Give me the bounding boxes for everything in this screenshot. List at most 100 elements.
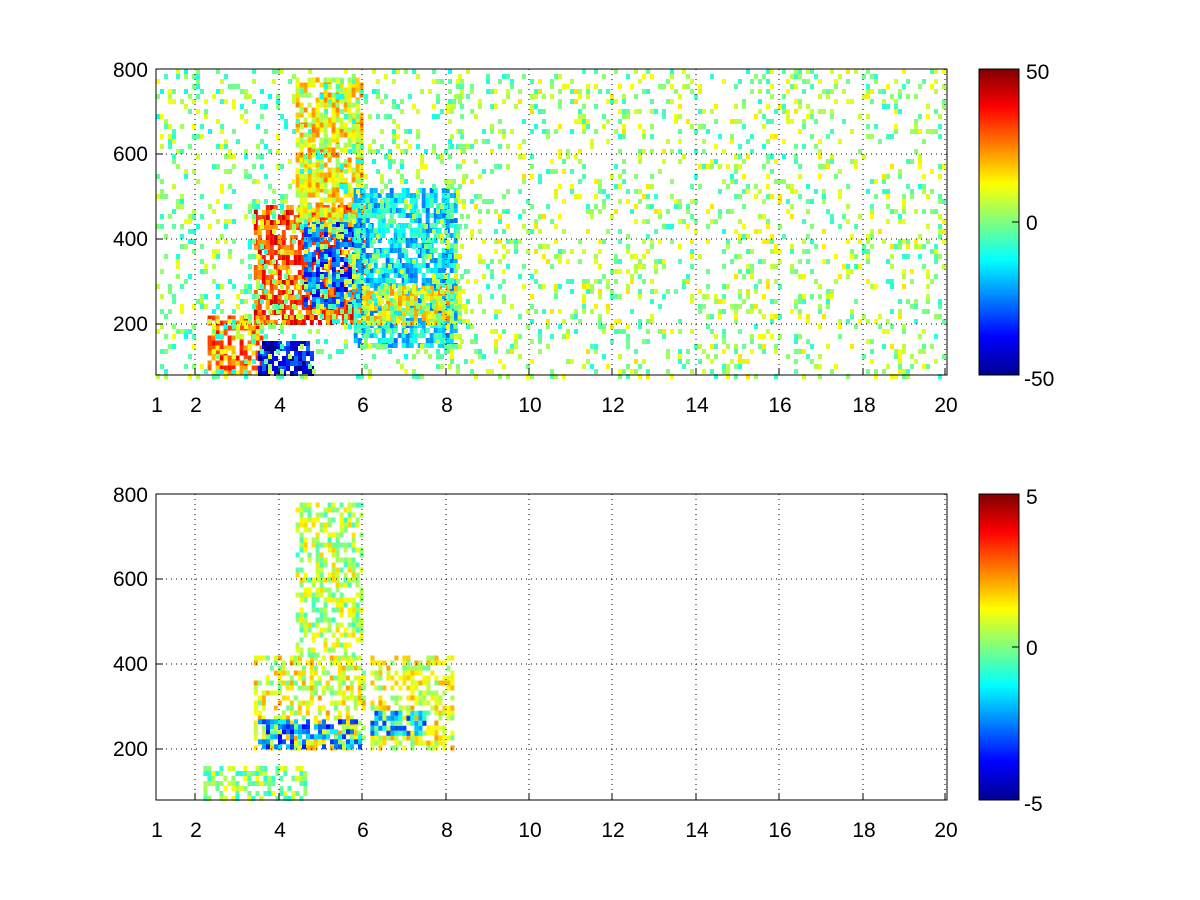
heatmap-cell xyxy=(594,129,598,134)
heatmap-cell xyxy=(227,370,232,376)
heatmap-cell xyxy=(293,710,298,716)
heatmap-cell xyxy=(253,310,258,315)
heatmap-cell xyxy=(858,239,862,244)
heatmap-cell xyxy=(317,660,322,666)
heatmap-cell xyxy=(323,257,328,262)
heatmap-cell xyxy=(188,354,192,359)
heatmap-cell xyxy=(377,223,382,228)
heatmap-cell xyxy=(299,192,304,198)
heatmap-cell xyxy=(570,359,574,364)
heatmap-cell xyxy=(297,320,302,325)
heatmap-cell xyxy=(490,129,494,134)
heatmap-cell xyxy=(462,149,466,154)
heatmap-cell xyxy=(574,99,578,104)
heatmap-cell xyxy=(678,204,682,209)
heatmap-cell xyxy=(362,295,366,301)
heatmap-cell xyxy=(930,129,934,134)
heatmap-cell xyxy=(666,209,670,214)
heatmap-cell xyxy=(272,259,276,264)
heatmap-cell xyxy=(168,134,172,139)
heatmap-cell xyxy=(594,259,598,264)
heatmap-cell xyxy=(353,198,358,203)
heatmap-cell xyxy=(456,79,460,84)
heatmap-cell xyxy=(566,334,570,339)
heatmap-cell xyxy=(393,193,398,198)
heatmap-cell xyxy=(402,310,406,316)
heatmap-cell xyxy=(394,290,398,296)
heatmap-cell xyxy=(433,208,438,213)
heatmap-cell xyxy=(304,219,308,224)
heatmap-cell xyxy=(396,144,400,149)
heatmap-cell xyxy=(273,205,278,210)
heatmap-cell xyxy=(412,104,416,109)
heatmap-cell xyxy=(910,304,914,309)
heatmap-cell xyxy=(253,680,258,686)
heatmap-cell xyxy=(324,119,328,124)
heatmap-cell xyxy=(341,315,346,320)
heatmap-cell xyxy=(192,249,196,254)
heatmap-cell xyxy=(311,297,316,302)
heatmap-cell xyxy=(340,79,344,84)
heatmap-cell xyxy=(898,314,902,319)
heatmap-cell xyxy=(327,142,332,148)
heatmap-cell xyxy=(285,285,290,290)
heatmap-cell xyxy=(510,239,514,244)
heatmap-cell xyxy=(456,194,460,199)
heatmap-cell xyxy=(646,219,650,224)
heatmap-cell xyxy=(453,328,458,333)
heatmap-cell xyxy=(430,310,434,316)
heatmap-cell xyxy=(898,89,902,94)
heatmap-cell xyxy=(272,199,276,204)
heatmap-cell xyxy=(335,257,340,262)
heatmap-cell xyxy=(350,729,354,735)
heatmap-cell xyxy=(682,154,686,159)
heatmap-cell xyxy=(690,199,694,204)
heatmap-cell xyxy=(822,189,826,194)
heatmap-cell xyxy=(216,304,220,309)
heatmap-cell xyxy=(404,149,408,154)
heatmap-cell xyxy=(534,279,538,284)
heatmap-cell xyxy=(180,124,184,129)
heatmap-cell xyxy=(278,719,282,725)
heatmap-cell xyxy=(790,249,794,254)
heatmap-cell xyxy=(766,219,770,224)
heatmap-cell xyxy=(347,137,352,143)
heatmap-cell xyxy=(281,665,286,671)
heatmap-cell xyxy=(538,174,542,179)
heatmap-cell xyxy=(458,300,462,306)
heatmap-cell xyxy=(357,680,362,686)
heatmap-cell xyxy=(228,204,232,209)
heatmap-cell xyxy=(490,269,494,274)
heatmap-cell xyxy=(351,127,356,133)
heatmap-cell xyxy=(319,257,324,262)
heatmap-cell xyxy=(293,285,298,290)
heatmap-cell xyxy=(253,725,258,731)
heatmap-cell xyxy=(462,174,466,179)
heatmap-cell xyxy=(634,204,638,209)
heatmap-cell xyxy=(436,314,440,319)
heatmap-cell xyxy=(594,204,598,209)
heatmap-cell xyxy=(714,344,718,349)
heatmap-cell xyxy=(309,665,314,671)
heatmap-cell xyxy=(882,329,886,334)
heatmap-cell xyxy=(502,129,506,134)
heatmap-cell xyxy=(349,320,354,325)
heatmap-cell xyxy=(594,279,598,284)
heatmap-cell xyxy=(870,349,874,354)
heatmap-cell xyxy=(389,198,394,203)
heatmap-cell xyxy=(176,74,180,79)
heatmap-cell xyxy=(243,350,248,356)
heatmap-cell xyxy=(402,285,406,291)
heatmap-cell xyxy=(377,273,382,278)
heatmap-cell xyxy=(926,239,930,244)
heatmap-cell xyxy=(618,174,622,179)
heatmap-cell xyxy=(838,274,842,279)
heatmap-cell xyxy=(252,199,256,204)
heatmap-cell xyxy=(690,124,694,129)
heatmap-cell xyxy=(357,303,362,308)
heatmap-cell xyxy=(626,374,630,379)
heatmap-cell xyxy=(289,315,294,320)
heatmap-cell xyxy=(297,245,302,250)
heatmap-cell xyxy=(327,297,332,302)
heatmap-cell xyxy=(798,104,802,109)
